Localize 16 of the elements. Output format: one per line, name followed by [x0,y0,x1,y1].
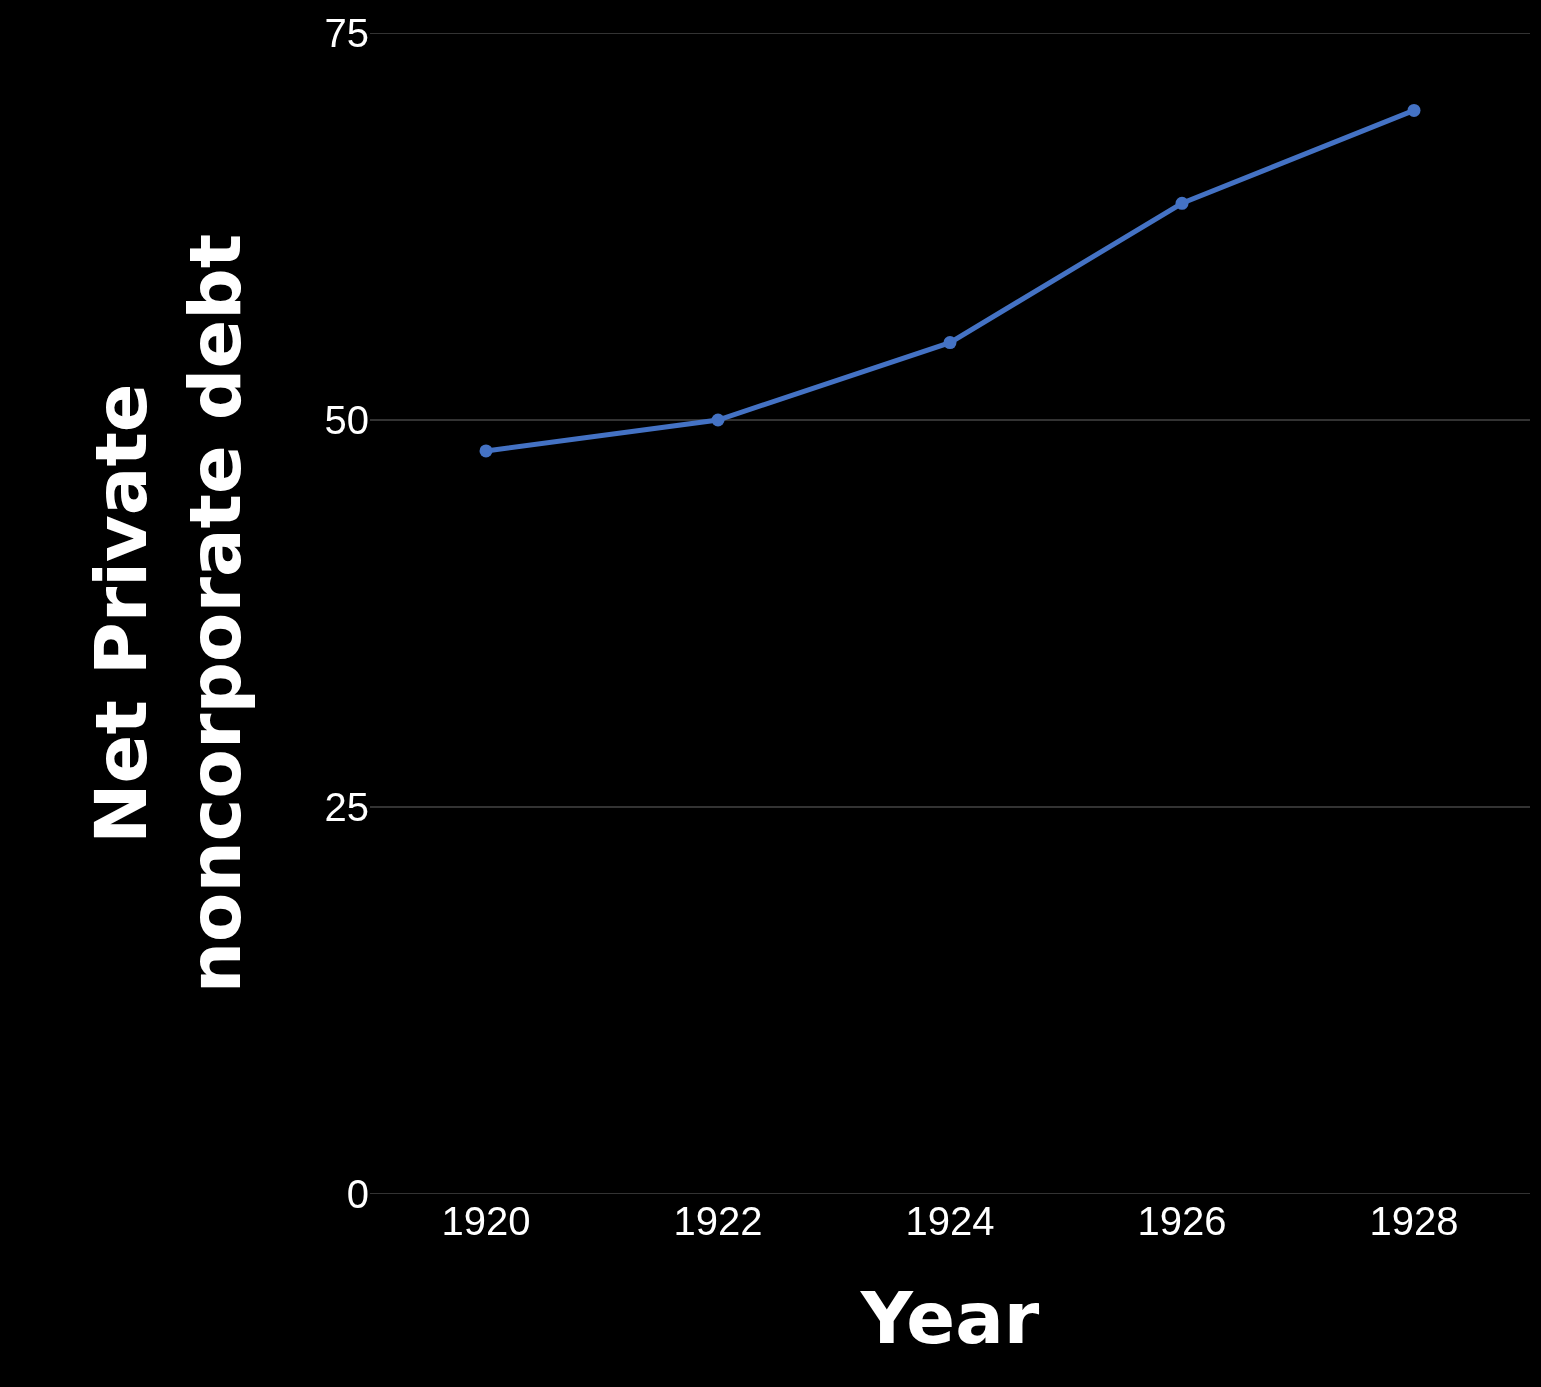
x-tick-label: 1920 [441,1199,531,1243]
point [1175,196,1189,210]
y-axis-title: Net Private noncorporate debt [79,233,257,994]
x-axis-title: Year [859,1275,1040,1360]
x-tick-label: 1922 [673,1199,763,1243]
point [479,444,493,458]
point [711,413,725,427]
y-tick-label: 25 [324,785,369,829]
y-tick-label: 75 [324,11,369,55]
x-tick-label: 1928 [1369,1199,1459,1243]
point [1407,103,1421,117]
point [943,336,957,350]
x-tick-label: 1924 [905,1199,995,1243]
x-tick-label: 1926 [1137,1199,1227,1243]
y-tick-label: 0 [346,1172,369,1216]
y-tick-label: 50 [324,398,369,442]
